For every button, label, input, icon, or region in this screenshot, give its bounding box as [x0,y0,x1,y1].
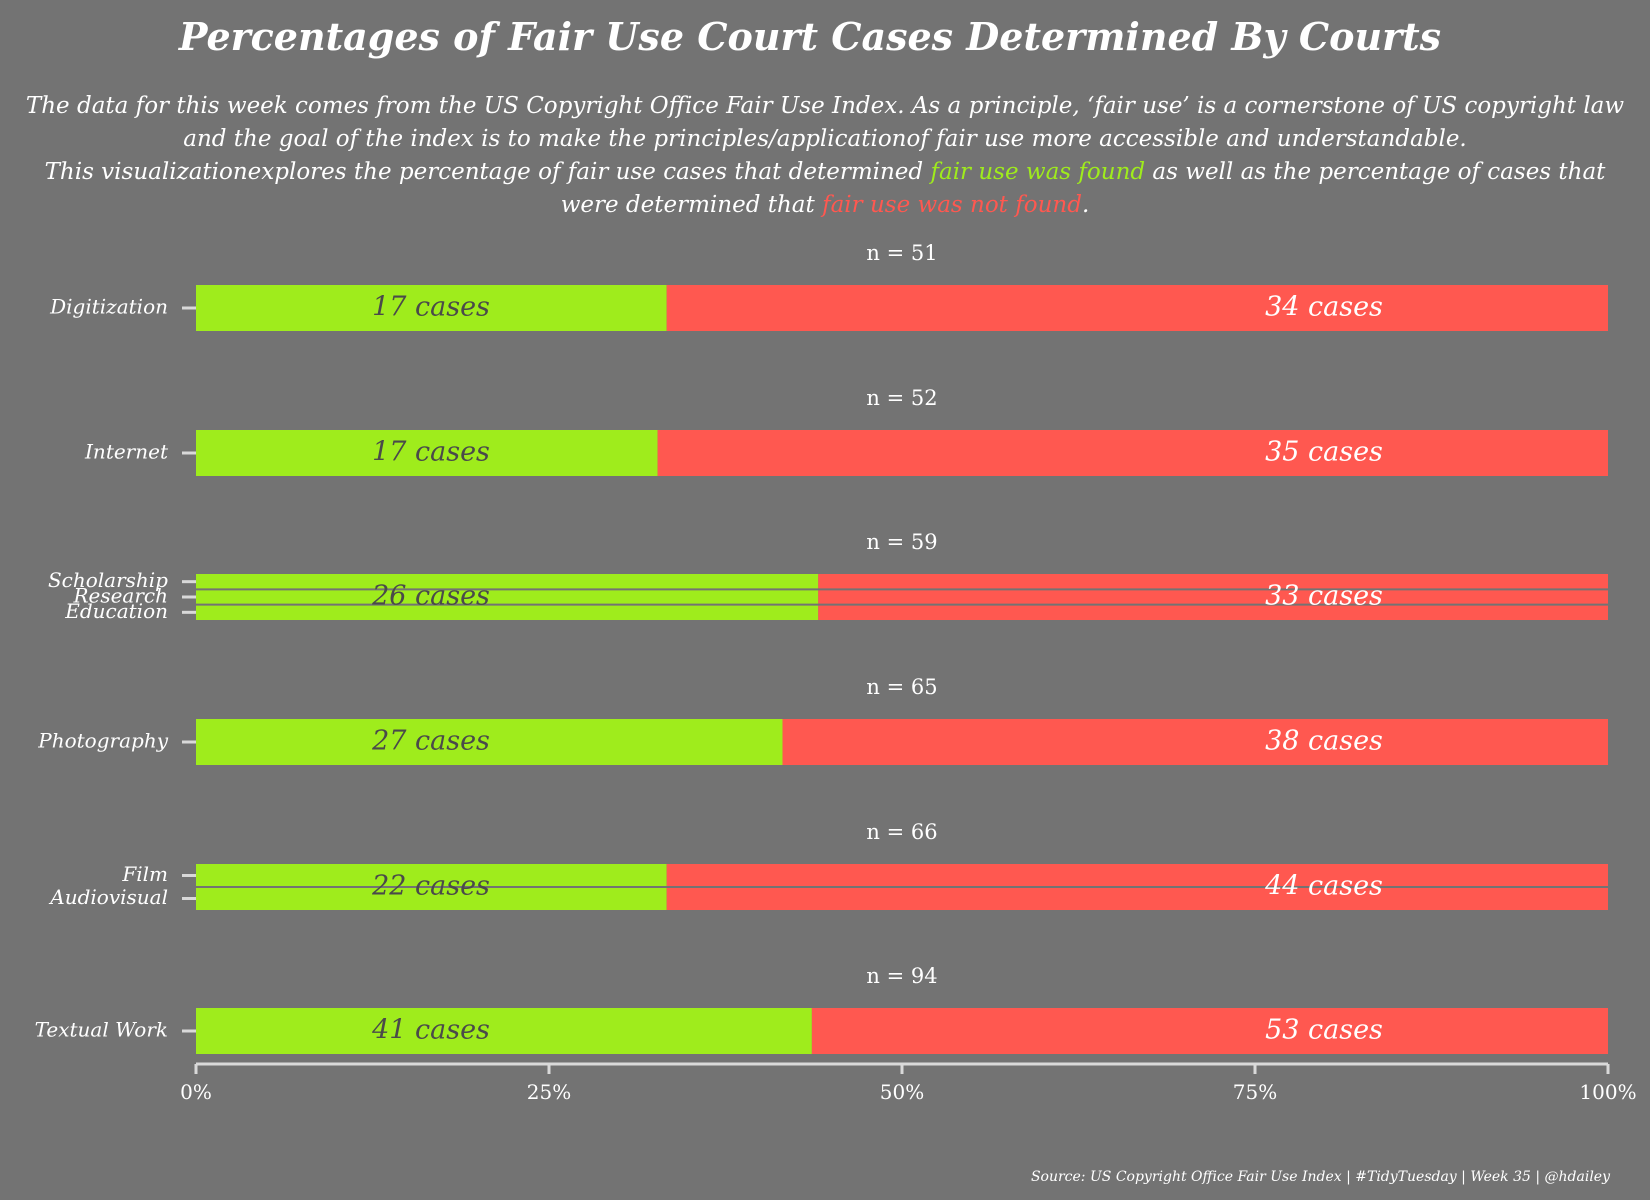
category-label: Textual Work [35,1018,168,1042]
category-label: Education [64,599,168,623]
bar-found [196,1008,812,1054]
category-label: Audiovisual [48,885,168,909]
category-label: Internet [84,440,169,464]
bar-found [196,430,658,476]
x-tick-label: 25% [527,1080,571,1104]
bar-not-found [657,430,1608,476]
bar-not-found [666,285,1608,331]
found-count-label: 17 cases [372,437,490,468]
n-label: n = 52 [866,386,937,410]
found-count-label: 41 cases [371,1015,490,1046]
category-label: Photography [37,729,168,753]
subtitle-line-4-end: . [1081,192,1090,218]
subtitle-line-1: The data for this week comes from the US… [25,93,1625,119]
legend-not-found-highlight: fair use was not found [822,192,1082,218]
subtitle-line-3-end: as well as the percentage of cases that [1145,159,1606,185]
n-label: n = 66 [866,820,937,844]
chart-title: Percentages of Fair Use Court Cases Dete… [178,14,1442,59]
subtitle-line-3-start: This visualizationexplores the percentag… [44,159,931,185]
bar-not-found [782,719,1608,765]
bar-found [196,285,667,331]
not-found-count-label: 53 cases [1265,1015,1383,1046]
x-tick-label: 0% [180,1080,212,1104]
not-found-count-label: 33 cases [1265,581,1383,612]
n-label: n = 59 [866,530,937,554]
legend-found-highlight: fair use was found [930,159,1146,185]
n-label: n = 94 [866,964,937,988]
source-caption: Source: US Copyright Office Fair Use Ind… [1030,1169,1610,1185]
not-found-count-label: 34 cases [1265,292,1383,323]
x-tick-label: 100% [1579,1080,1636,1104]
bar-found [196,719,783,765]
subtitle-line-2: and the goal of the index is to make the… [183,126,1467,152]
not-found-count-label: 44 cases [1264,871,1383,902]
chart-subtitle: The data for this week comes from the US… [0,90,1650,222]
not-found-count-label: 38 cases [1265,726,1383,757]
n-label: n = 51 [866,241,937,265]
n-label: n = 65 [866,675,937,699]
x-tick-label: 50% [880,1080,924,1104]
not-found-count-label: 35 cases [1265,437,1383,468]
category-label: Digitization [49,295,168,319]
found-count-label: 27 cases [371,726,490,757]
subtitle-line-4-start: were determined that [560,192,823,218]
found-count-label: 17 cases [372,292,490,323]
subtitle-line-3: This visualizationexplores the percentag… [0,156,1650,189]
subtitle-line-4: were determined that fair use was not fo… [0,189,1650,222]
bar-found [196,574,819,620]
category-label: Research [72,584,168,608]
bar-not-found [818,574,1608,620]
category-label: Film [121,862,168,886]
found-count-label: 26 cases [371,581,490,612]
bar-not-found [811,1008,1608,1054]
category-label: Scholarship [48,568,168,592]
found-count-label: 22 cases [371,871,490,902]
x-tick-label: 75% [1233,1080,1277,1104]
